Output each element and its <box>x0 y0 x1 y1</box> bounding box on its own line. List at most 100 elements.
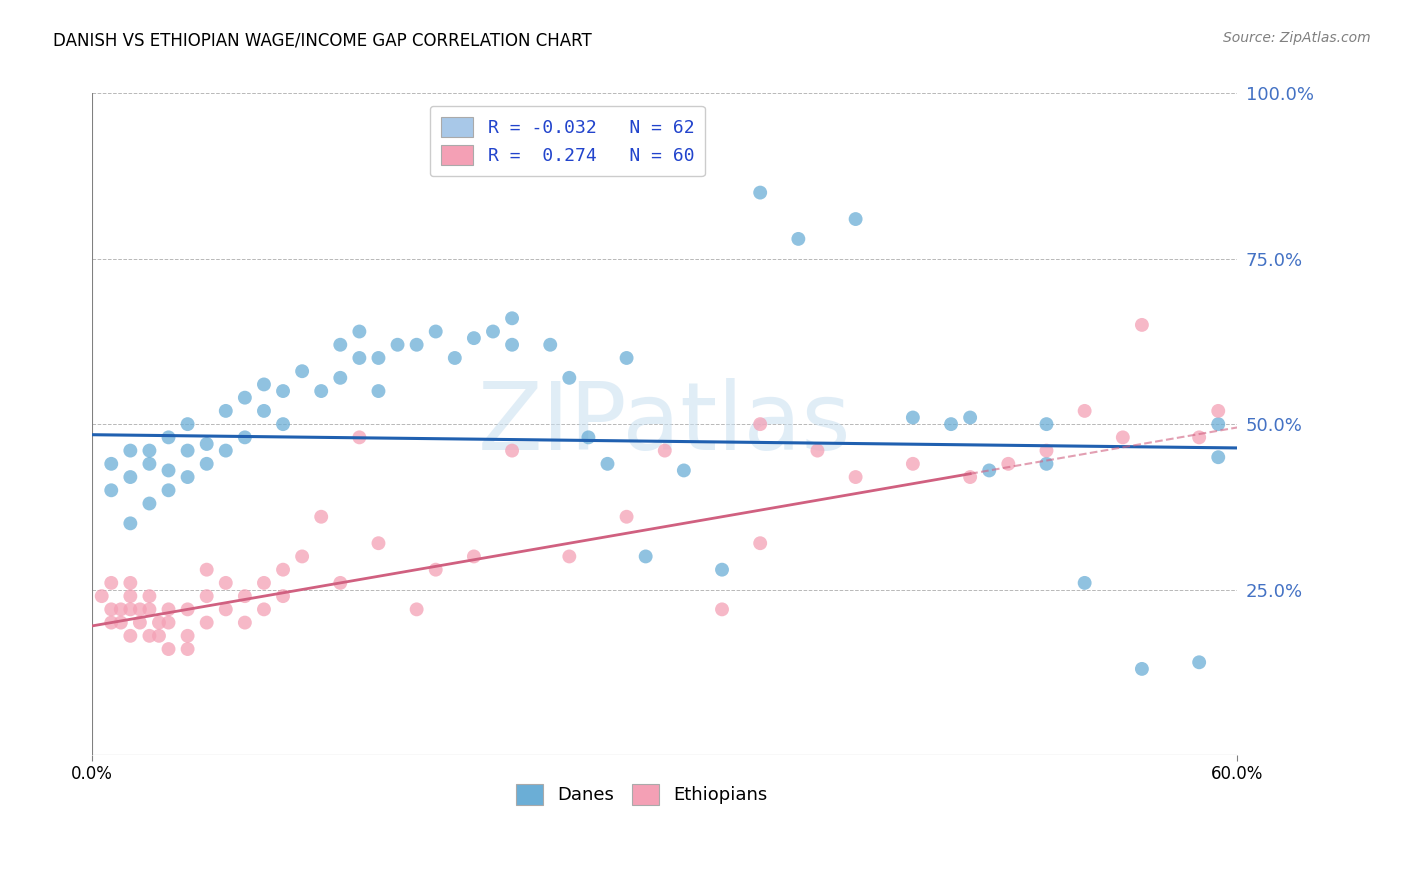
Point <box>367 536 389 550</box>
Point <box>120 470 142 484</box>
Point <box>176 629 198 643</box>
Point <box>110 615 132 630</box>
Point <box>1035 417 1057 431</box>
Point <box>176 470 198 484</box>
Point <box>845 212 868 227</box>
Point <box>1130 662 1153 676</box>
Point <box>443 351 465 365</box>
Point <box>176 642 198 657</box>
Point <box>157 615 180 630</box>
Point <box>253 404 276 418</box>
Point <box>367 351 389 365</box>
Point <box>329 337 352 351</box>
Point <box>233 430 256 444</box>
Point <box>1112 430 1135 444</box>
Point <box>367 384 389 398</box>
Point <box>233 615 256 630</box>
Point <box>309 509 332 524</box>
Point <box>711 602 734 616</box>
Point <box>253 377 276 392</box>
Point <box>309 384 332 398</box>
Point <box>195 589 218 603</box>
Point <box>253 575 276 590</box>
Point <box>845 470 868 484</box>
Point <box>616 351 638 365</box>
Point <box>349 351 371 365</box>
Text: Source: ZipAtlas.com: Source: ZipAtlas.com <box>1223 31 1371 45</box>
Point <box>711 563 734 577</box>
Point <box>271 563 294 577</box>
Point <box>157 483 180 498</box>
Point <box>501 443 523 458</box>
Point <box>1188 655 1211 669</box>
Point <box>128 602 150 616</box>
Point <box>1206 417 1229 431</box>
Point <box>100 457 122 471</box>
Point <box>501 337 523 351</box>
Point <box>291 549 314 564</box>
Point <box>654 443 676 458</box>
Point <box>329 371 352 385</box>
Point <box>979 463 1001 477</box>
Point <box>176 417 198 431</box>
Point <box>939 417 962 431</box>
Point <box>425 325 447 339</box>
Point <box>482 325 505 339</box>
Point <box>110 602 132 616</box>
Point <box>233 589 256 603</box>
Point <box>138 457 160 471</box>
Point <box>1073 404 1095 418</box>
Point <box>138 496 160 510</box>
Point <box>959 410 981 425</box>
Point <box>176 602 198 616</box>
Point <box>749 536 772 550</box>
Point <box>271 384 294 398</box>
Point <box>634 549 657 564</box>
Point <box>195 437 218 451</box>
Point <box>558 549 581 564</box>
Point <box>138 443 160 458</box>
Point <box>195 615 218 630</box>
Point <box>806 443 828 458</box>
Point <box>215 404 238 418</box>
Point <box>100 483 122 498</box>
Point <box>120 629 142 643</box>
Point <box>329 575 352 590</box>
Point <box>176 443 198 458</box>
Point <box>1130 318 1153 332</box>
Point <box>271 589 294 603</box>
Point <box>291 364 314 378</box>
Point <box>349 430 371 444</box>
Point <box>558 371 581 385</box>
Point <box>349 325 371 339</box>
Point <box>405 337 427 351</box>
Point <box>100 602 122 616</box>
Point <box>463 549 485 564</box>
Point <box>148 629 170 643</box>
Point <box>463 331 485 345</box>
Point <box>157 602 180 616</box>
Point <box>1073 575 1095 590</box>
Point <box>120 575 142 590</box>
Point <box>578 430 600 444</box>
Point <box>405 602 427 616</box>
Point <box>1206 404 1229 418</box>
Legend: Danes, Ethiopians: Danes, Ethiopians <box>509 777 775 812</box>
Point <box>138 629 160 643</box>
Point <box>1206 450 1229 465</box>
Point <box>157 642 180 657</box>
Point <box>387 337 409 351</box>
Point <box>120 589 142 603</box>
Point <box>271 417 294 431</box>
Point <box>120 602 142 616</box>
Point <box>215 602 238 616</box>
Point <box>157 430 180 444</box>
Point <box>148 615 170 630</box>
Point <box>138 589 160 603</box>
Point <box>215 443 238 458</box>
Point <box>997 457 1019 471</box>
Point <box>215 575 238 590</box>
Point <box>233 391 256 405</box>
Point <box>749 417 772 431</box>
Point <box>959 470 981 484</box>
